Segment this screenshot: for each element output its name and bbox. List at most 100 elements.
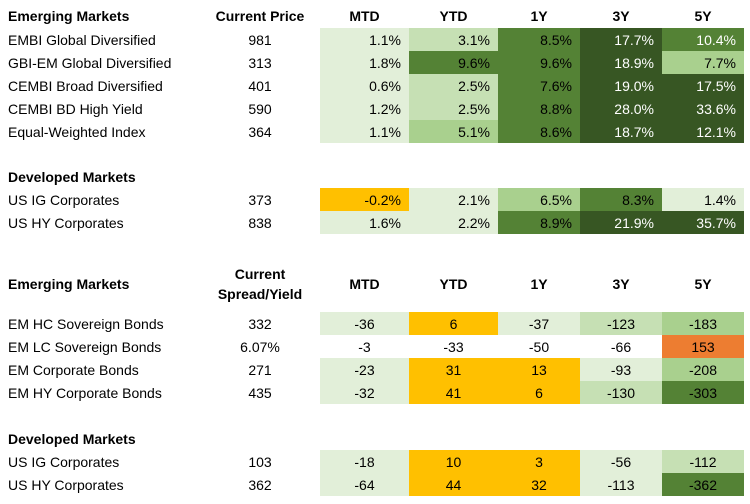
row-label: Equal-Weighted Index <box>8 123 146 140</box>
row-price: 590 <box>248 100 272 117</box>
cell-3y: -66 <box>610 338 632 355</box>
cell-mtd: 1.2% <box>320 97 409 120</box>
table1-header-ytd: YTD <box>439 8 468 24</box>
table3-header-mtd: MTD <box>349 276 380 292</box>
cell-ytd: 6 <box>409 312 498 335</box>
table1-header-1y: 1Y <box>530 8 548 24</box>
table1-row: Equal-Weighted Index 364 1.1% 5.1% 8.6% 18.7%… <box>0 120 750 143</box>
row-price: 103 <box>248 453 272 470</box>
cell-ytd: -33 <box>443 338 464 355</box>
cell-mtd: 0.6% <box>320 74 409 97</box>
cell-ytd: 3.1% <box>409 28 498 51</box>
cell-1y: 8.6% <box>498 120 580 143</box>
cell-5y: 153 <box>662 335 744 358</box>
cell-ytd: 44 <box>409 473 498 496</box>
row-price: 838 <box>248 214 272 231</box>
cell-ytd: 2.2% <box>409 211 498 234</box>
table1-header-5y: 5Y <box>694 8 712 24</box>
cell-5y: 35.7% <box>662 211 744 234</box>
row-label: US IG Corporates <box>8 191 120 208</box>
cell-mtd: -64 <box>320 473 409 496</box>
row-price: 981 <box>248 31 272 48</box>
row-label: CEMBI Broad Diversified <box>8 77 163 94</box>
cell-5y: 33.6% <box>662 97 744 120</box>
table1-row: GBI-EM Global Diversified 313 1.8% 9.6% 9.6%… <box>0 51 750 74</box>
cell-1y: 8.8% <box>498 97 580 120</box>
row-price: 401 <box>248 77 272 94</box>
cell-1y: 13 <box>498 358 580 381</box>
cell-1y: 8.5% <box>498 28 580 51</box>
cell-1y: 3 <box>498 450 580 473</box>
cell-ytd: 2.1% <box>409 188 498 211</box>
cell-1y: 6.5% <box>498 188 580 211</box>
cell-ytd: 5.1% <box>409 120 498 143</box>
cell-3y: -130 <box>580 381 662 404</box>
table3-header-3y: 3Y <box>612 276 630 292</box>
table3-header-row: Emerging Markets Current Spread/Yield MT… <box>0 262 750 306</box>
cell-5y: 17.5% <box>662 74 744 97</box>
row-label: US HY Corporates <box>8 476 124 493</box>
row-label: EM Corporate Bonds <box>8 361 139 378</box>
table4-title: Developed Markets <box>8 430 136 447</box>
cell-1y: 6 <box>498 381 580 404</box>
cell-3y: 19.0% <box>580 74 662 97</box>
table3-header-ytd: YTD <box>439 276 468 292</box>
row-label: EM HC Sovereign Bonds <box>8 315 164 332</box>
row-label: GBI-EM Global Diversified <box>8 54 172 71</box>
cell-1y: -37 <box>498 312 580 335</box>
row-label: CEMBI BD High Yield <box>8 100 143 117</box>
row-label: EM LC Sovereign Bonds <box>8 338 162 355</box>
cell-3y: 28.0% <box>580 97 662 120</box>
table3-row: EM HC Sovereign Bonds 332 -36 6 -37 -123 -183 <box>0 312 750 335</box>
cell-ytd: 2.5% <box>409 74 498 97</box>
row-price: 332 <box>248 315 272 332</box>
cell-3y: 18.7% <box>580 120 662 143</box>
row-price: 362 <box>248 476 272 493</box>
table1-header-section: Emerging Markets <box>8 8 130 24</box>
row-price: 435 <box>248 384 272 401</box>
table3-row: EM LC Sovereign Bonds 6.07% -3 -33 -50 -66 153 <box>0 335 750 358</box>
table2-title-row: Developed Markets <box>0 165 750 188</box>
table3-header-section: Emerging Markets <box>8 276 130 292</box>
cell-1y: 9.6% <box>498 51 580 74</box>
cell-3y: -123 <box>580 312 662 335</box>
table1-row: EMBI Global Diversified 981 1.1% 3.1% 8.5% 17… <box>0 28 750 51</box>
table1-header-price: Current Price <box>215 8 305 24</box>
cell-5y: 1.4% <box>662 188 744 211</box>
table3-row: EM HY Corporate Bonds 435 -32 41 6 -130 -303 <box>0 381 750 404</box>
cell-1y: 7.6% <box>498 74 580 97</box>
row-price: 271 <box>248 361 272 378</box>
cell-1y: 32 <box>498 473 580 496</box>
table3-header-spread-line1: Current <box>234 266 286 282</box>
cell-3y: -93 <box>580 358 662 381</box>
cell-mtd: 1.8% <box>320 51 409 74</box>
cell-3y: 18.9% <box>580 51 662 74</box>
table1-header-3y: 3Y <box>612 8 630 24</box>
table4-row: US IG Corporates 103 -18 10 3 -56 -112 <box>0 450 750 473</box>
cell-3y: 8.3% <box>580 188 662 211</box>
cell-mtd: 1.1% <box>320 28 409 51</box>
table1-header-mtd: MTD <box>349 8 380 24</box>
cell-1y: 8.9% <box>498 211 580 234</box>
cell-mtd: -18 <box>320 450 409 473</box>
cell-3y: 17.7% <box>580 28 662 51</box>
cell-5y: -112 <box>662 450 744 473</box>
table3-row: EM Corporate Bonds 271 -23 31 13 -93 -208 <box>0 358 750 381</box>
row-label: EMBI Global Diversified <box>8 31 156 48</box>
cell-mtd: -23 <box>320 358 409 381</box>
cell-ytd: 41 <box>409 381 498 404</box>
row-label: US HY Corporates <box>8 214 124 231</box>
table2-row: US HY Corporates 838 1.6% 2.2% 8.9% 21.9% 35.7… <box>0 211 750 234</box>
cell-mtd: 1.6% <box>320 211 409 234</box>
table3-header-spread: Current Spread/Yield <box>200 262 320 306</box>
cell-mtd: -36 <box>320 312 409 335</box>
cell-3y: -113 <box>580 473 662 496</box>
cell-5y: 12.1% <box>662 120 744 143</box>
table1-row: CEMBI BD High Yield 590 1.2% 2.5% 8.8% 28.0% 3… <box>0 97 750 120</box>
table1-row: CEMBI Broad Diversified 401 0.6% 2.5% 7.6% 19… <box>0 74 750 97</box>
cell-5y: -183 <box>662 312 744 335</box>
cell-ytd: 2.5% <box>409 97 498 120</box>
table3-header-spread-line2: Spread/Yield <box>217 286 303 302</box>
cell-mtd: -0.2% <box>320 188 409 211</box>
